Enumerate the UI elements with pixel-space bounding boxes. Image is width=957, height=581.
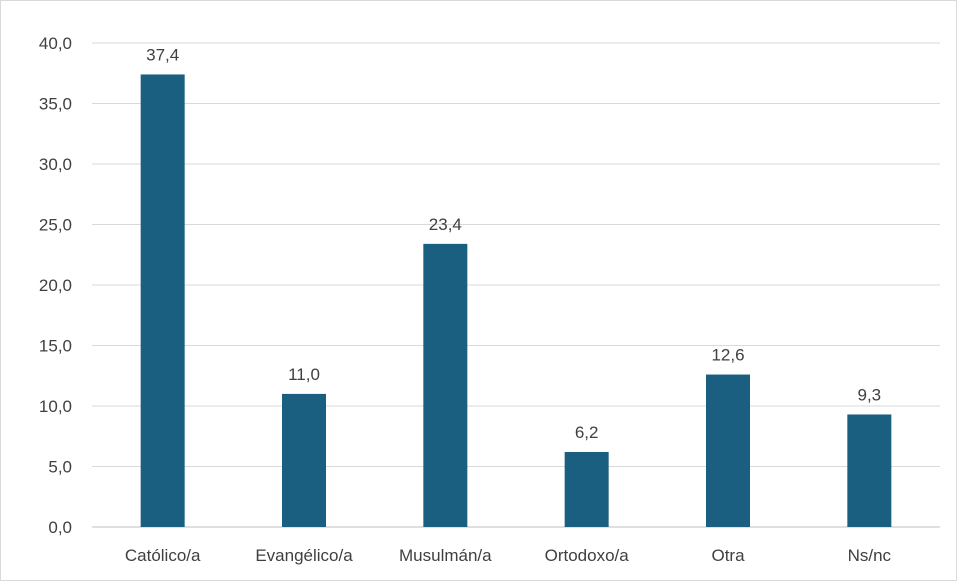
y-tick-label: 20,0	[39, 276, 72, 295]
y-tick-label: 35,0	[39, 95, 72, 114]
data-label: 11,0	[288, 365, 320, 384]
y-axis-tick-labels: 0,0 5,0 10,0 15,0 20,0 25,0 30,0 35,0 40,0	[39, 34, 72, 537]
x-axis-tick-labels: Católico/a Evangélico/a Musulmán/a Ortodoxo…	[125, 546, 892, 565]
gridlines	[92, 42, 940, 528]
y-tick-label: 0,0	[48, 518, 72, 537]
y-tick-label: 10,0	[39, 397, 72, 416]
data-label: 9,3	[858, 385, 882, 404]
data-label: 37,4	[146, 45, 179, 64]
bar	[847, 414, 892, 527]
data-label: 23,4	[429, 215, 462, 234]
y-tick-label: 5,0	[48, 458, 72, 477]
bar	[706, 374, 750, 527]
bar	[140, 74, 185, 528]
y-tick-label: 30,0	[39, 155, 72, 174]
x-tick-label: Otra	[711, 546, 745, 565]
data-label: 12,6	[711, 346, 744, 365]
x-tick-label: Musulmán/a	[399, 546, 492, 565]
bar	[423, 243, 468, 528]
y-tick-label: 25,0	[39, 216, 72, 235]
y-tick-label: 40,0	[39, 34, 72, 53]
data-label: 6,2	[575, 423, 599, 442]
x-tick-label: Ortodoxo/a	[545, 546, 630, 565]
y-tick-label: 15,0	[39, 337, 72, 356]
bars	[140, 74, 892, 528]
bar	[564, 451, 609, 527]
x-tick-label: Católico/a	[125, 546, 201, 565]
x-tick-label: Evangélico/a	[255, 546, 353, 565]
x-tick-label: Ns/nc	[848, 546, 892, 565]
data-labels: 37,4 11,0 23,4 6,2 12,6 9,3	[146, 45, 881, 442]
bar	[282, 393, 326, 527]
